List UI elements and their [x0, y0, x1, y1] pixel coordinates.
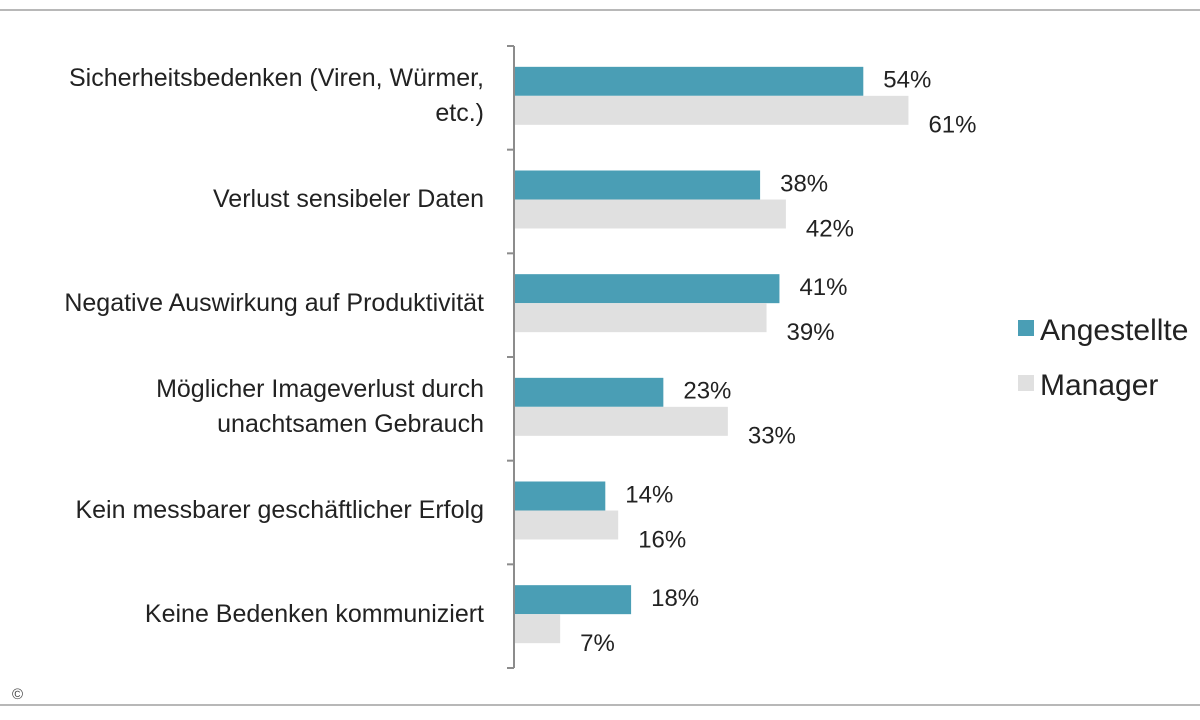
category-label: Keine Bedenken kommuniziert — [4, 597, 484, 632]
bar-angestellte — [515, 585, 632, 615]
legend-swatch-manager — [1018, 375, 1034, 391]
category-label-line: Verlust sensibeler Daten — [213, 185, 484, 213]
category-label: Sicherheitsbedenken (Viren, Würmer, etc.) — [4, 61, 484, 131]
legend-swatch-angestellte — [1018, 320, 1034, 336]
top-border — [0, 9, 1200, 11]
bar-manager — [515, 510, 619, 540]
data-label-angestellte: 41% — [799, 274, 847, 301]
category-label: Möglicher Imageverlust durch unachtsamen … — [4, 372, 484, 442]
bar-angestellte — [515, 66, 864, 96]
category-label: Verlust sensibeler Daten — [4, 182, 484, 217]
category-label-line: Kein messbarer geschäftlicher Erfolg — [75, 496, 484, 524]
bar-angestellte — [515, 170, 761, 200]
category-label-line: Sicherheitsbedenken (Viren, Würmer, — [68, 63, 484, 92]
category-label-line: unachtsamen Gebrauch — [217, 409, 484, 438]
bar-angestellte — [515, 481, 606, 511]
copyright-icon: © — [12, 686, 24, 703]
bar-manager — [515, 303, 767, 333]
data-label-manager: 42% — [806, 215, 854, 242]
category-label-line: Negative Auswirkung auf Produktivität — [64, 288, 484, 317]
bar-manager — [515, 199, 786, 229]
data-label-manager: 39% — [787, 319, 835, 346]
category-label: Kein messbarer geschäftlicher Erfolg — [4, 493, 484, 528]
bar-manager — [515, 95, 909, 125]
bar-angestellte — [515, 274, 780, 304]
legend-label-manager: Manager — [1040, 369, 1159, 402]
category-label: Negative Auswirkung auf Produktivität — [4, 286, 484, 321]
bar-manager — [515, 614, 561, 644]
data-label-angestellte: 18% — [651, 585, 699, 612]
data-label-angestellte: 54% — [883, 67, 931, 94]
data-label-manager: 33% — [748, 423, 796, 450]
legend-item-angestellte: Angestellte — [1018, 314, 1188, 352]
data-label-angestellte: 23% — [683, 378, 731, 405]
data-label-manager: 7% — [580, 630, 615, 657]
bottom-border — [0, 704, 1200, 706]
data-label-manager: 61% — [928, 112, 976, 139]
data-label-angestellte: 14% — [625, 481, 673, 508]
category-label-line: Keine Bedenken kommuniziert — [144, 599, 484, 628]
category-label-line: Möglicher Imageverlust durch — [156, 374, 484, 403]
bar-manager — [515, 406, 728, 436]
bar-angestellte — [515, 377, 664, 407]
data-label-angestellte: 38% — [780, 170, 828, 197]
legend-label-angestellte: Angestellte — [1040, 314, 1189, 347]
legend: Angestellte Manager — [1018, 314, 1188, 424]
data-label-manager: 16% — [638, 526, 686, 553]
legend-item-manager: Manager — [1018, 369, 1188, 407]
category-label-line: etc.) — [435, 98, 484, 127]
